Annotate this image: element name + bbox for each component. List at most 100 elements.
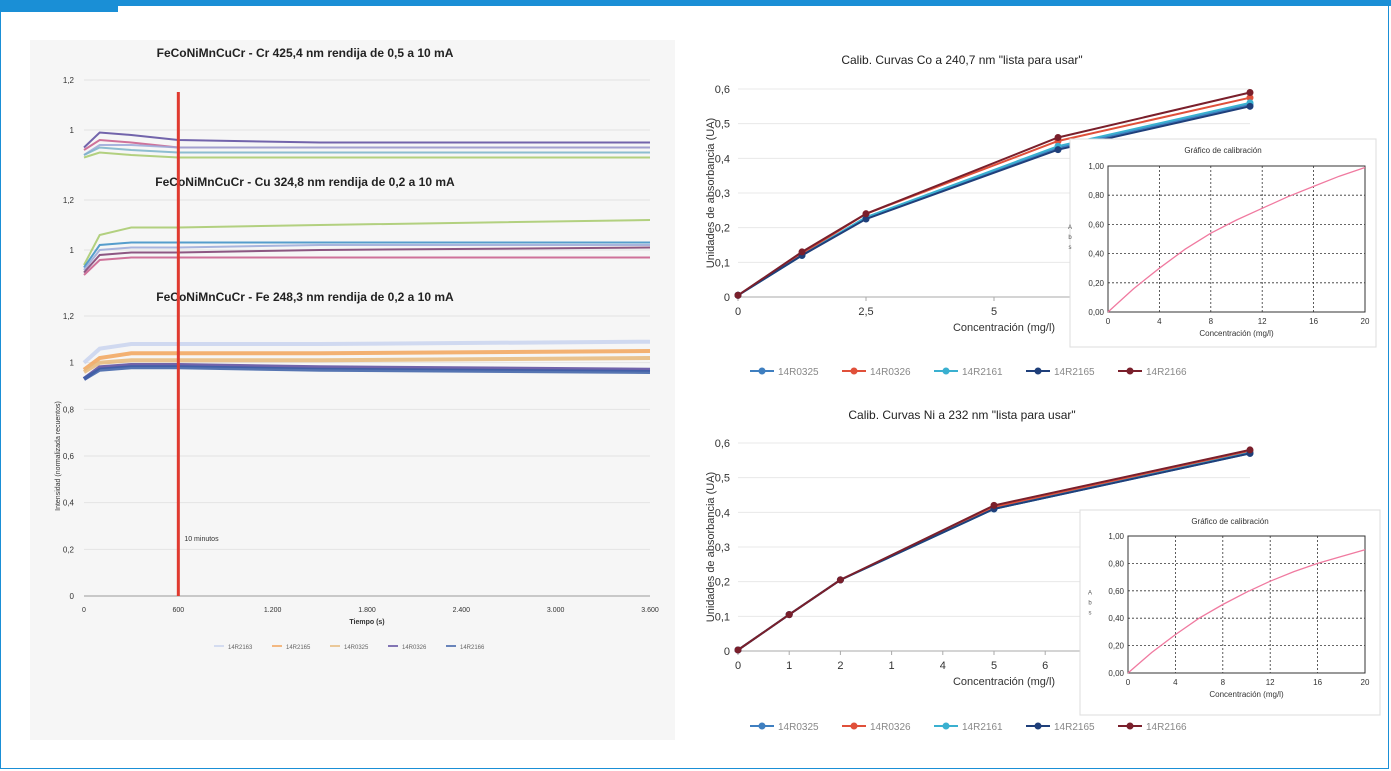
chart-title: FeCoNiMnCuCr - Cu 324,8 nm rendija de 0,… [155,175,455,189]
inset-title: Gráfico de calibración [1184,146,1261,155]
data-point [862,210,870,218]
y-tick-label: 0,4 [63,499,75,508]
y-tick-label: 0,3 [715,188,730,200]
series-line [83,246,651,274]
series-line [83,144,650,156]
y-tick-label: 0,3 [715,542,730,554]
inset-x-tick-label: 4 [1157,317,1162,326]
y-axis-label: Intensidad (normalizada recuentos) [55,401,62,511]
legend-item: 14R2166 [1146,722,1187,733]
x-tick-label: 2.400 [453,607,471,614]
legend-item: 14R2166 [460,645,485,651]
data-point [1246,88,1254,96]
inset-y-tick-label: 0,40 [1108,614,1124,623]
series-line [83,256,650,276]
y-tick-label: 1,2 [63,312,75,321]
x-tick-label: 2,5 [858,306,873,318]
inset-curve [1127,549,1366,674]
section-tab [0,0,118,12]
legend-item: 14R2165 [1054,722,1095,733]
inset-x-axis-label: Concentración (mg/l) [1209,690,1284,699]
legend-item: 14R0325 [344,645,369,651]
inset-background [1079,509,1381,716]
legend-marker [1034,367,1042,375]
inset-curve [1107,166,1366,313]
y-tick-label: 0 [724,646,730,658]
legend-item: 14R2161 [962,367,1003,378]
inset-x-axis-label: Concentración (mg/l) [1199,329,1274,338]
y-tick-label: 0,6 [63,452,75,461]
y-tick-label: 0,5 [715,473,730,485]
inset-y-tick-label: 0,20 [1108,642,1124,651]
inset-x-tick-label: 8 [1209,317,1214,326]
legend-item: 14R2165 [1054,367,1095,378]
top-accent-bar [0,0,1391,6]
inset-y-tick-label: 0,80 [1108,559,1124,568]
series-line [83,151,650,159]
data-point [862,215,870,223]
x-tick-label: 6 [1042,660,1048,672]
data-point [836,576,844,584]
inset-x-tick-label: 20 [1361,678,1370,687]
x-tick-label: 1.800 [358,607,376,614]
x-tick-label: 4 [940,660,946,672]
inset-y-tick-label: 1,00 [1108,532,1124,541]
series-line [82,349,651,372]
legend-marker [1034,722,1042,730]
chart-title: FeCoNiMnCuCr - Cr 425,4 nm rendija de 0,… [157,46,454,60]
inset-x-tick-label: 16 [1313,678,1322,687]
x-tick-label: 1 [889,660,895,672]
data-point [798,248,806,256]
series-line [83,219,651,266]
y-tick-label: 0,1 [715,257,730,269]
inset-x-tick-label: 4 [1173,678,1178,687]
legend-marker [942,367,950,375]
inset-y-tick-label: 0,40 [1088,250,1104,259]
inset-plot-border [1127,535,1366,674]
x-tick-label: 3.600 [641,607,659,614]
chart-title: Calib. Curvas Co a 240,7 nm "lista para … [841,53,1082,67]
y-tick-label: 1 [70,359,75,368]
data-point [734,291,742,299]
series-line [83,241,650,269]
legend-marker [758,367,766,375]
chart-title: FeCoNiMnCuCr - Fe 248,3 nm rendija de 0,… [156,290,454,304]
y-tick-label: 0,1 [715,611,730,623]
x-tick-label: 0 [735,306,741,318]
y-axis-label: Unidades de absorbancia (UA) [705,472,717,622]
legend-marker [850,367,858,375]
inset-y-axis-label: b [1088,601,1092,607]
y-tick-label: 1 [70,246,75,255]
y-tick-label: 0 [70,592,75,601]
inset-x-tick-label: 8 [1221,678,1226,687]
inset-x-tick-label: 0 [1126,678,1131,687]
data-point [785,611,793,619]
legend-marker [942,722,950,730]
inset-x-tick-label: 20 [1361,317,1370,326]
legend-item: 14R0326 [870,722,911,733]
ten-minute-marker [176,92,180,596]
y-tick-label: 1 [70,126,75,135]
inset-x-tick-label: 0 [1106,317,1111,326]
marker-annotation: 10 minutos [184,536,219,543]
x-tick-label: 0 [735,660,741,672]
y-tick-label: 0,6 [715,84,730,96]
inset-y-tick-label: 0,60 [1108,587,1124,596]
y-axis-label: Unidades de absorbancia (UA) [705,118,717,268]
x-tick-label: 5 [991,306,997,318]
series-line [82,365,651,381]
inset-background [1069,138,1377,348]
y-tick-label: 1,2 [63,196,75,205]
data-point [1246,94,1254,102]
legend-item: 14R0326 [402,645,427,651]
inset-title: Gráfico de calibración [1191,517,1268,526]
y-tick-label: 0,2 [715,223,730,235]
legend-item: 14R0325 [778,722,819,733]
data-point [1054,146,1062,154]
data-point [1246,102,1254,110]
data-point [1054,134,1062,142]
inset-y-tick-label: 0,00 [1108,669,1124,678]
x-axis-label: Tiempo (s) [349,619,384,626]
